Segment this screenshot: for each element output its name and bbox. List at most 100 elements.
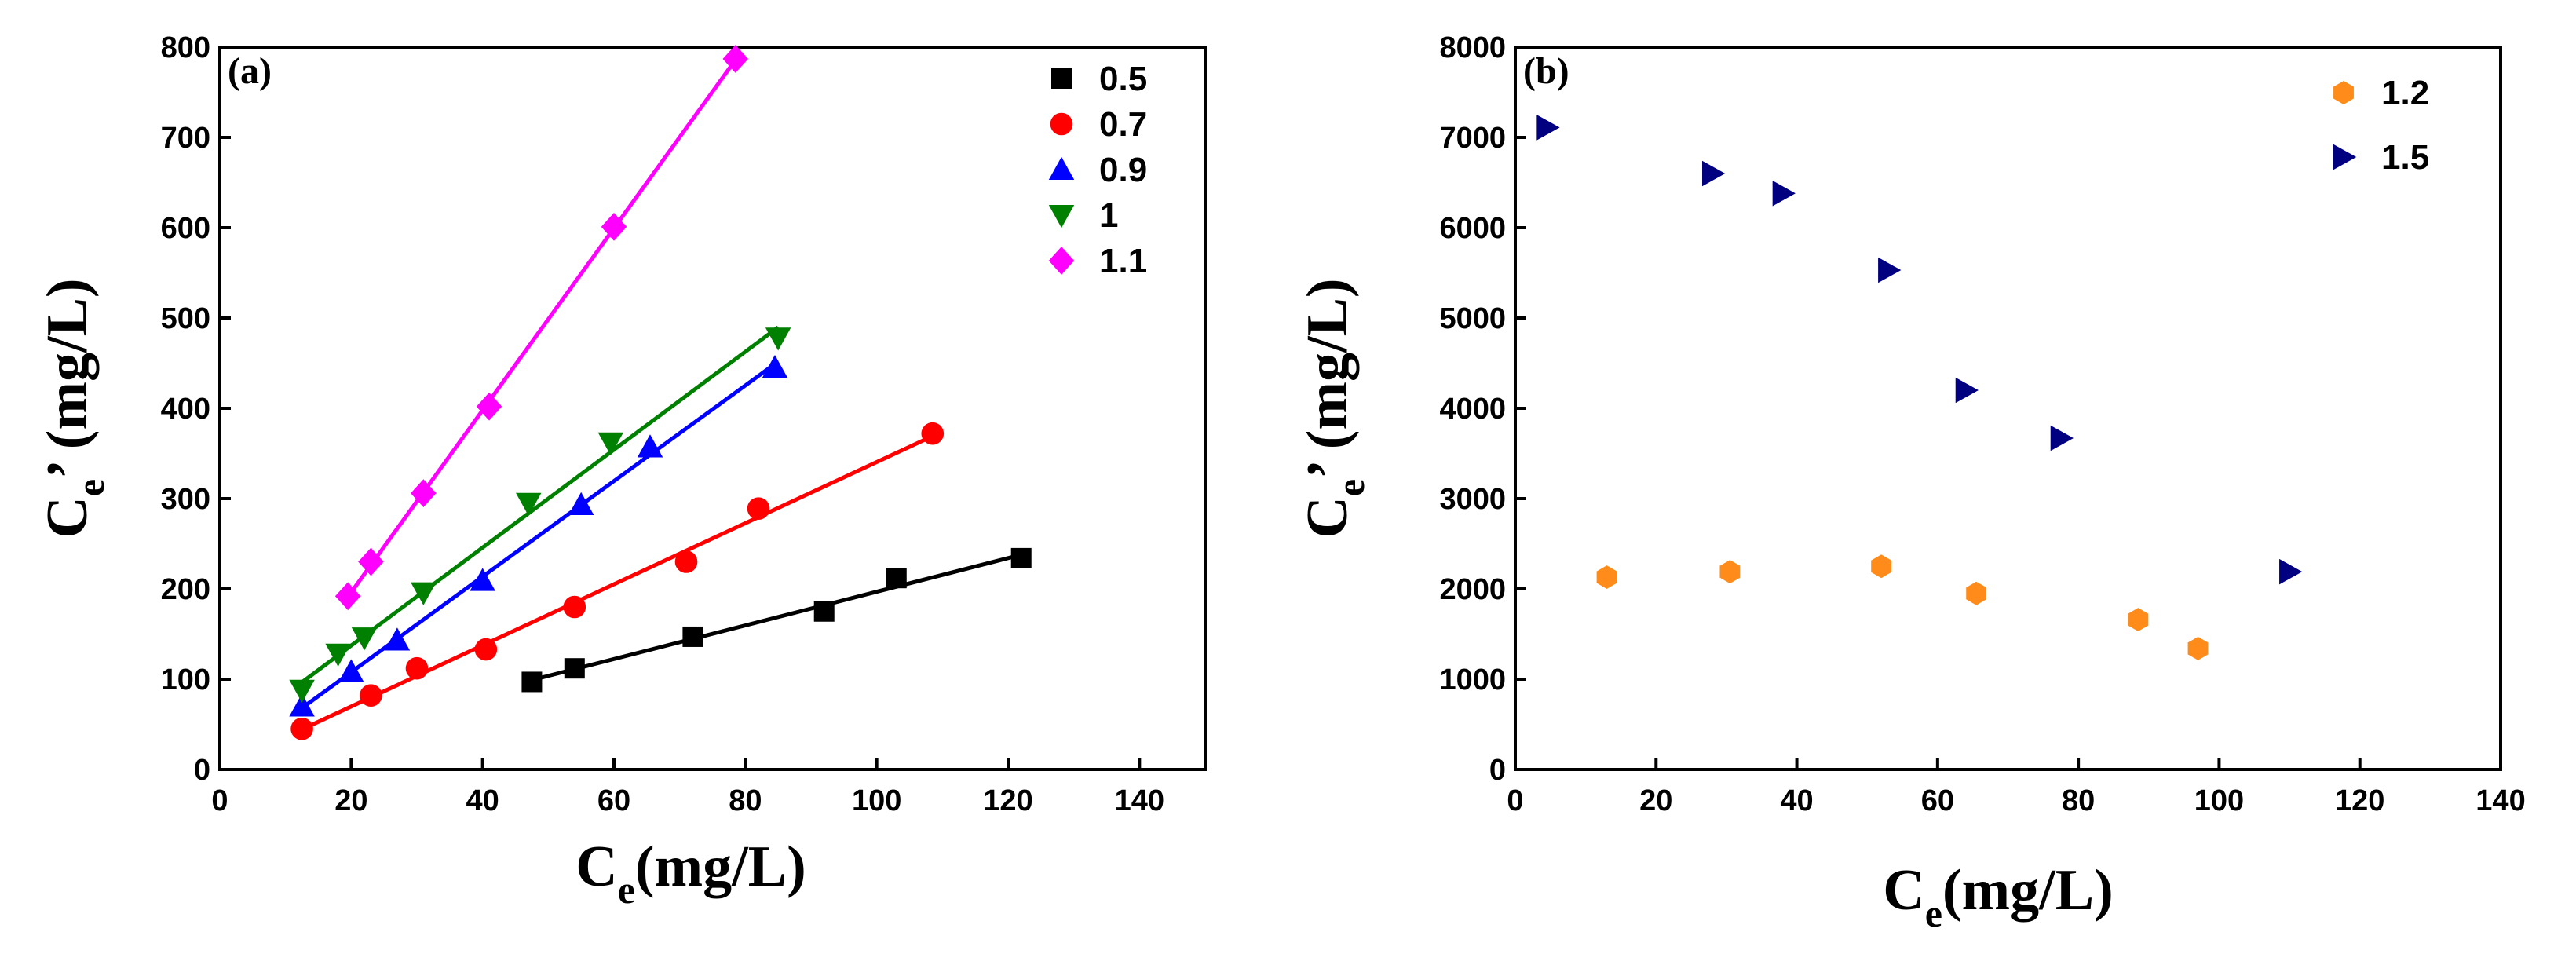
- data-point-0-9: [762, 355, 788, 378]
- y-tick-label: 8000: [1439, 31, 1506, 64]
- y-tick-label: 700: [161, 122, 210, 155]
- data-point-1-5: [1955, 377, 1979, 404]
- y-tick-label: 300: [161, 483, 210, 516]
- legend-label-1: 1: [1099, 196, 1118, 235]
- x-tick-label: 140: [2476, 784, 2525, 817]
- series-0-9: [289, 355, 788, 717]
- data-point-1: [289, 679, 315, 704]
- data-point-0-7: [921, 422, 945, 445]
- y-axis-title: Ce’ (mg/L): [1295, 278, 1372, 538]
- legend-marker-1-5: [2333, 144, 2357, 170]
- y-tick-label: 5000: [1439, 302, 1506, 335]
- series-1-5: [1536, 115, 2303, 585]
- data-point-1-2: [1596, 565, 1617, 589]
- x-tick-label: 140: [1115, 784, 1164, 817]
- fit-line-1: [301, 325, 780, 684]
- data-point-1: [765, 327, 791, 351]
- x-axis-title: Ce(mg/L): [1883, 858, 2114, 935]
- y-tick-label: 3000: [1439, 483, 1506, 516]
- legend-marker-1-2: [2333, 81, 2354, 104]
- x-tick-label: 120: [2335, 784, 2384, 817]
- data-point-0-7: [474, 638, 498, 661]
- data-point-0-5: [521, 671, 543, 693]
- data-point-1-5: [2279, 558, 2303, 585]
- y-tick-label: 4000: [1439, 393, 1506, 426]
- panel-label: (b): [1523, 50, 1569, 92]
- data-point-0-5: [813, 601, 835, 622]
- legend-marker-0-9: [1048, 156, 1075, 180]
- data-point-0-7: [563, 595, 586, 619]
- x-tick-label: 80: [2062, 784, 2095, 817]
- data-point-1-1: [358, 547, 384, 576]
- data-point-0-9: [637, 434, 663, 458]
- chart-panel-a: 0 20 40 60 80 100 120 140 0 100 200 300 400 500 600 700…: [35, 31, 1207, 912]
- data-point-1-5: [1536, 115, 1560, 141]
- series-1-1: [334, 45, 749, 611]
- data-point-1-2: [1871, 554, 1892, 579]
- data-point-1: [411, 582, 437, 605]
- y-tick-label: 0: [1489, 754, 1506, 787]
- y-tick-label: 200: [161, 573, 210, 606]
- data-point-0-9: [338, 659, 364, 682]
- y-tick-label: 400: [161, 393, 210, 426]
- y-tick-label: 800: [161, 31, 210, 64]
- fit-line-1-1: [346, 58, 737, 598]
- legend-label-0-5: 0.5: [1099, 60, 1147, 98]
- data-point-1-1: [334, 582, 361, 611]
- x-tick-label: 60: [597, 784, 630, 817]
- legend: 1.2 1.5: [2333, 74, 2429, 177]
- x-tick-label: 40: [466, 784, 499, 817]
- y-tick-label: 2000: [1439, 573, 1506, 606]
- data-point-0-7: [290, 717, 313, 740]
- legend-label-0-9: 0.9: [1099, 151, 1147, 189]
- data-point-1: [597, 432, 624, 455]
- fit-line-0-5: [531, 553, 1022, 682]
- data-point-1: [325, 643, 351, 667]
- data-point-1-5: [1878, 257, 1902, 283]
- legend-marker-1: [1048, 205, 1075, 228]
- data-point-1-5: [1702, 160, 1726, 187]
- data-point-1-2: [2128, 608, 2149, 632]
- legend-marker-1-1: [1048, 247, 1075, 275]
- x-tick-label: 20: [1639, 784, 1672, 817]
- data-point-0-7: [360, 684, 382, 707]
- data-point-1: [515, 492, 542, 516]
- x-tick-label: 80: [729, 784, 762, 817]
- data-point-0-5: [564, 658, 585, 679]
- x-tick-label: 100: [852, 784, 901, 817]
- y-tick-label: 500: [161, 302, 210, 335]
- legend-marker-0-5: [1051, 68, 1072, 89]
- panel-label: (a): [228, 50, 272, 92]
- series-1: [289, 325, 791, 704]
- y-tick-label: 100: [161, 663, 210, 696]
- data-point-0-5: [1010, 547, 1032, 568]
- y-tick-label: 0: [194, 754, 210, 787]
- x-tick-label: 100: [2194, 784, 2244, 817]
- x-tick-label: 40: [1780, 784, 1813, 817]
- data-point-1-1: [601, 212, 627, 241]
- data-point-0-5: [682, 626, 703, 647]
- y-tick-label: 7000: [1439, 122, 1506, 155]
- legend-label-1-2: 1.2: [2381, 74, 2429, 112]
- x-axis-title: Ce(mg/L): [575, 835, 806, 912]
- y-axis-title: Ce’ (mg/L): [35, 278, 112, 538]
- legend-label-1-5: 1.5: [2381, 138, 2429, 177]
- data-point-0-9: [568, 492, 594, 516]
- data-point-1-5: [1772, 181, 1796, 207]
- x-tick-label: 0: [1507, 784, 1523, 817]
- data-point-1-1: [722, 45, 749, 73]
- chart-panel-b: 0 20 40 60 80 100 120 140 0 1000 2000 3000 4000 5000 6…: [1295, 31, 2526, 935]
- x-tick-label: 20: [334, 784, 367, 817]
- data-point-1-2: [1966, 581, 1987, 605]
- data-point-0-9: [384, 627, 411, 651]
- y-tick-label: 600: [161, 212, 210, 245]
- data-point-0-9: [470, 568, 495, 591]
- series-0-7: [290, 422, 945, 740]
- data-point-1-1: [476, 392, 502, 421]
- x-tick-label: 60: [1921, 784, 1954, 817]
- legend: 0.5 0.7 0.9 1 1.1: [1048, 60, 1147, 280]
- legend-marker-0-7: [1050, 112, 1073, 136]
- legend-label-0-7: 0.7: [1099, 105, 1147, 144]
- legend-label-1-1: 1.1: [1099, 242, 1147, 280]
